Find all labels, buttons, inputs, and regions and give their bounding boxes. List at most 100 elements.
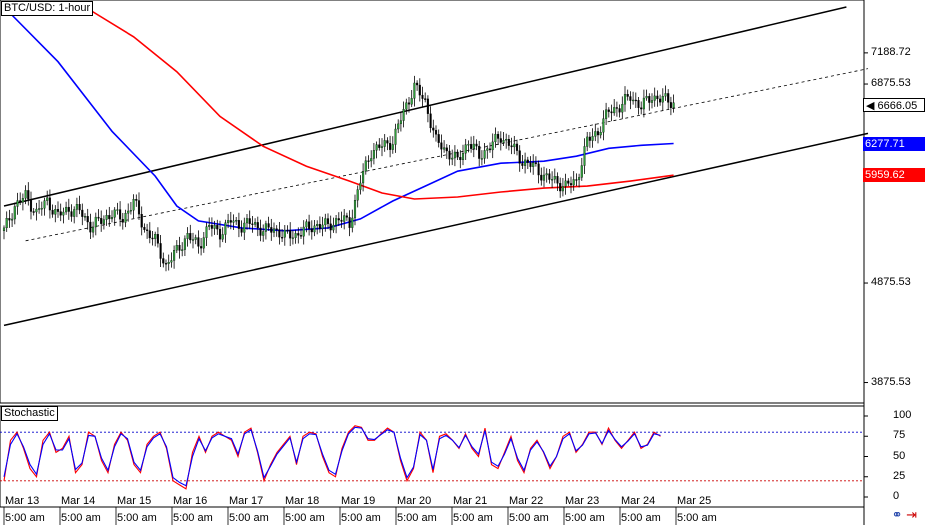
stochastic-pane-frame: [0, 405, 865, 508]
candle-body: [507, 139, 510, 146]
candle-body: [497, 133, 500, 139]
candle-body: [302, 226, 305, 237]
candle-body: [669, 102, 672, 109]
candle-body: [143, 227, 146, 230]
candle-body: [235, 220, 238, 222]
channel-line-dashed: [25, 68, 869, 242]
time-tick-label: 5:00 am: [397, 512, 437, 524]
date-tick-label: Mar 23: [565, 495, 600, 507]
candle-body: [40, 208, 43, 210]
stochastic-series-line: [3, 426, 661, 487]
price-pane-frame: [0, 0, 865, 404]
stochastic-tick-label: 50: [893, 449, 906, 462]
stochastic-tick-label: 0: [893, 490, 900, 502]
candle-body: [29, 199, 33, 212]
candle-body: [467, 144, 470, 146]
candle-body: [623, 94, 627, 105]
time-tick-label: 5:00 am: [509, 512, 549, 524]
candle-body: [267, 223, 270, 228]
candle-body: [470, 144, 473, 149]
candle-body: [537, 163, 540, 176]
candle-body: [521, 163, 524, 166]
date-tick-label: Mar 17: [229, 495, 264, 507]
candle-body: [286, 229, 289, 232]
candle-body: [224, 222, 227, 235]
candle-body: [456, 151, 459, 158]
candle-body: [5, 218, 8, 229]
moving-average-line: [84, 6, 674, 200]
candle-body: [194, 237, 197, 240]
candle-body: [83, 216, 87, 218]
candle-body: [583, 146, 586, 166]
time-tick-label: 5:00 am: [621, 512, 661, 524]
stochastic-tick-label: 25: [893, 469, 906, 482]
candle-body: [146, 229, 149, 231]
candle-body: [443, 147, 446, 150]
candle-body: [505, 139, 508, 141]
candle-body: [318, 224, 321, 229]
candle-body: [345, 215, 348, 218]
candle-body: [615, 107, 618, 109]
candle-body: [445, 147, 448, 152]
candle-body: [534, 162, 537, 164]
candle-body: [502, 140, 505, 143]
candle-body: [613, 107, 616, 114]
candle-body: [610, 111, 613, 114]
candle-body: [73, 209, 76, 217]
candle-body: [486, 148, 489, 151]
date-tick-label: Mar 20: [397, 495, 432, 507]
candle-body: [364, 160, 367, 172]
candle-body: [343, 215, 346, 222]
candle-body: [416, 82, 419, 86]
candle-body: [605, 109, 608, 119]
candle-body: [208, 225, 211, 227]
candle-body: [305, 221, 308, 228]
candle-body: [316, 224, 319, 227]
candle-body: [607, 109, 610, 112]
candle-body: [156, 234, 159, 244]
candle-body: [89, 221, 92, 233]
candle-body: [348, 217, 351, 228]
candle-body: [542, 174, 546, 181]
candle-body: [335, 218, 338, 226]
candle-body: [129, 210, 132, 212]
time-tick-label: 5:00 am: [5, 512, 45, 524]
moving-average-line: [3, 6, 674, 232]
candle-body: [551, 179, 554, 181]
candle-body: [270, 227, 273, 233]
candle-body: [378, 144, 381, 148]
candle-body: [418, 84, 421, 96]
time-tick-label: 5:00 am: [677, 512, 717, 524]
link-icon[interactable]: ⚭: [891, 507, 903, 522]
candle-body: [626, 94, 629, 97]
candle-body: [386, 140, 389, 144]
candle-body: [272, 228, 276, 233]
candle-body: [127, 210, 130, 214]
candle-body: [32, 211, 35, 213]
candle-body: [464, 144, 467, 154]
date-tick-label: Mar 15: [117, 495, 152, 507]
time-tick-label: 5:00 am: [173, 512, 213, 524]
candle-body: [667, 93, 670, 103]
candle-body: [440, 142, 443, 150]
toolbar-icons: ⚭ ⇥: [892, 507, 917, 523]
candle-body: [596, 131, 600, 136]
candle-body: [586, 136, 589, 147]
candle-body: [475, 143, 478, 147]
candle-body: [483, 150, 486, 159]
candle-body: [429, 113, 432, 129]
candle-body: [281, 237, 284, 239]
candle-body: [248, 218, 251, 224]
arrow-right-icon[interactable]: ⇥: [906, 507, 917, 522]
candle-body: [448, 150, 451, 160]
candle-body: [578, 177, 581, 180]
date-tick-label: Mar 21: [453, 495, 488, 507]
candle-body: [46, 197, 49, 201]
candle-body: [526, 159, 529, 163]
candle-body: [56, 209, 60, 212]
candle-body: [599, 132, 602, 136]
price-marker-label: ◀ 6666.05: [863, 97, 925, 112]
candle-body: [116, 209, 119, 211]
candle-body: [510, 145, 513, 148]
candle-body: [545, 173, 548, 176]
